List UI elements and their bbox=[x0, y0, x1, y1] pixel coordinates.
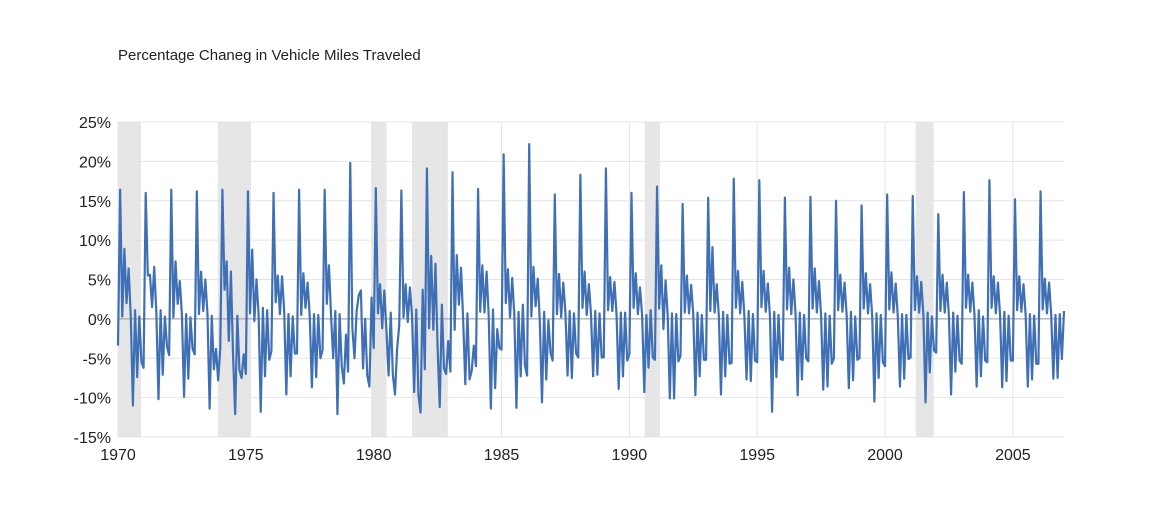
y-axis-labels: -15% -10% -5% 0% 5% 10% 15% 20% 25% bbox=[74, 115, 111, 447]
x-axis-labels: 1970 1975 1980 1985 1990 1995 2000 2005 bbox=[100, 447, 1031, 464]
x-tick-label: 1985 bbox=[484, 447, 520, 464]
x-tick-label: 2000 bbox=[867, 447, 903, 464]
y-tick-label: 10% bbox=[79, 233, 111, 250]
chart-title: Percentage Chaneg in Vehicle Miles Trave… bbox=[118, 47, 421, 64]
x-tick-label: 1995 bbox=[739, 447, 775, 464]
y-tick-label: 25% bbox=[79, 115, 111, 132]
y-tick-label: -10% bbox=[74, 391, 111, 408]
y-tick-label: 20% bbox=[79, 154, 111, 171]
series-layer bbox=[116, 142, 1066, 416]
x-tick-label: 2005 bbox=[995, 447, 1031, 464]
series-line bbox=[116, 142, 1066, 416]
y-tick-label: 0% bbox=[88, 312, 111, 329]
x-tick-label: 1970 bbox=[100, 447, 136, 464]
y-tick-label: -5% bbox=[83, 351, 111, 368]
y-tick-label: 15% bbox=[79, 194, 111, 211]
x-tick-label: 1975 bbox=[228, 447, 264, 464]
x-tick-label: 1980 bbox=[356, 447, 392, 464]
y-tick-label: -15% bbox=[74, 430, 111, 447]
x-tick-label: 1990 bbox=[612, 447, 648, 464]
y-tick-label: 5% bbox=[88, 273, 111, 290]
